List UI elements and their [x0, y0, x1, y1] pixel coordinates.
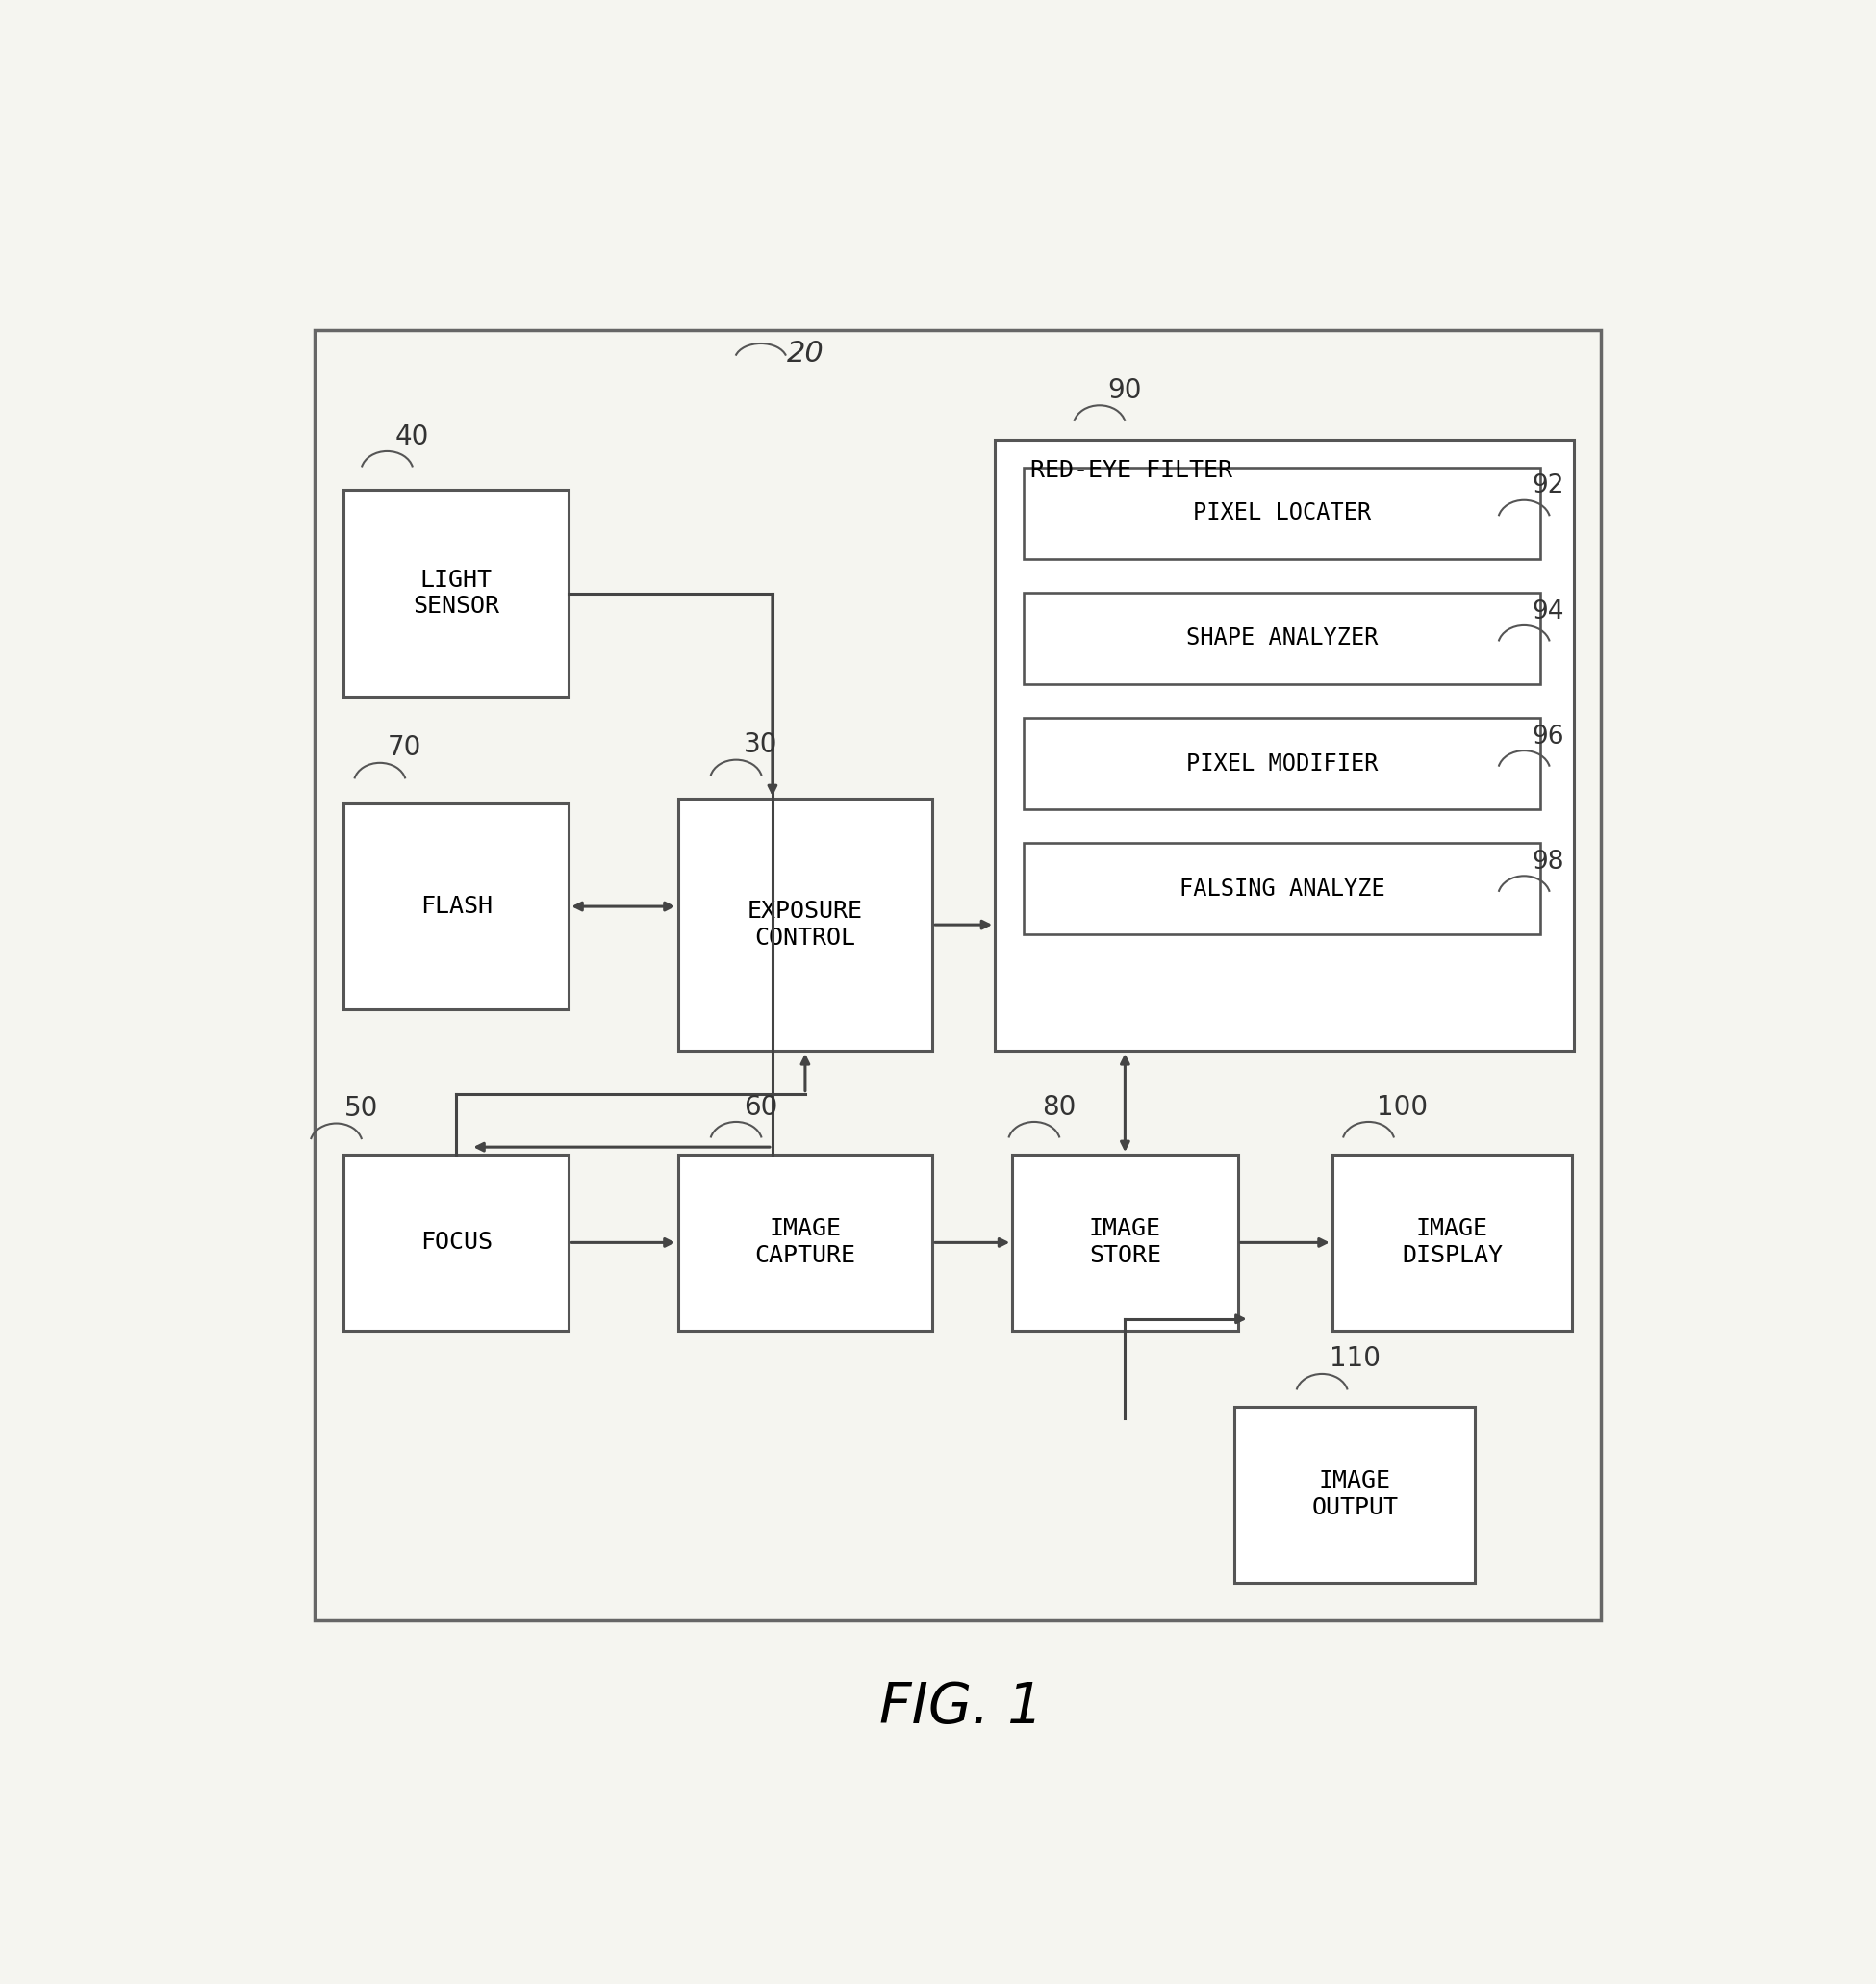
Text: IMAGE
STORE: IMAGE STORE	[1088, 1218, 1161, 1268]
Text: 30: 30	[745, 732, 779, 758]
FancyBboxPatch shape	[1024, 843, 1540, 934]
Text: 110: 110	[1330, 1345, 1381, 1373]
FancyBboxPatch shape	[315, 329, 1602, 1621]
Text: FLASH: FLASH	[420, 895, 492, 919]
FancyBboxPatch shape	[1024, 593, 1540, 684]
Text: 100: 100	[1377, 1093, 1428, 1121]
Text: RED-EYE FILTER: RED-EYE FILTER	[1030, 458, 1233, 482]
FancyBboxPatch shape	[677, 800, 932, 1052]
FancyBboxPatch shape	[1024, 466, 1540, 559]
FancyBboxPatch shape	[677, 1155, 932, 1331]
FancyBboxPatch shape	[1234, 1407, 1475, 1583]
Text: 40: 40	[396, 423, 430, 450]
Text: 20: 20	[788, 339, 824, 367]
Text: PIXEL LOCATER: PIXEL LOCATER	[1193, 502, 1371, 524]
Text: 90: 90	[1107, 377, 1142, 405]
FancyBboxPatch shape	[343, 1155, 568, 1331]
Text: 80: 80	[1041, 1093, 1077, 1121]
FancyBboxPatch shape	[1332, 1155, 1572, 1331]
Text: FALSING ANALYZE: FALSING ANALYZE	[1180, 877, 1384, 901]
Text: 60: 60	[745, 1093, 779, 1121]
FancyBboxPatch shape	[1024, 718, 1540, 809]
Text: 94: 94	[1533, 599, 1565, 625]
Text: 98: 98	[1533, 849, 1565, 875]
Text: IMAGE
DISPLAY: IMAGE DISPLAY	[1401, 1218, 1503, 1268]
Text: FOCUS: FOCUS	[420, 1230, 492, 1254]
FancyBboxPatch shape	[1013, 1155, 1238, 1331]
Text: 70: 70	[388, 734, 422, 762]
Text: IMAGE
OUTPUT: IMAGE OUTPUT	[1311, 1470, 1398, 1520]
Text: 96: 96	[1533, 724, 1565, 750]
Text: FIG. 1: FIG. 1	[880, 1680, 1043, 1736]
FancyBboxPatch shape	[343, 804, 568, 1010]
FancyBboxPatch shape	[994, 440, 1574, 1052]
Text: 92: 92	[1533, 474, 1565, 498]
Text: IMAGE
CAPTURE: IMAGE CAPTURE	[754, 1218, 855, 1268]
Text: 50: 50	[343, 1095, 379, 1123]
Text: LIGHT
SENSOR: LIGHT SENSOR	[413, 567, 499, 619]
Text: PIXEL MODIFIER: PIXEL MODIFIER	[1186, 752, 1379, 776]
Text: SHAPE ANALYZER: SHAPE ANALYZER	[1186, 627, 1379, 651]
FancyBboxPatch shape	[343, 490, 568, 696]
Text: EXPOSURE
CONTROL: EXPOSURE CONTROL	[747, 901, 863, 950]
